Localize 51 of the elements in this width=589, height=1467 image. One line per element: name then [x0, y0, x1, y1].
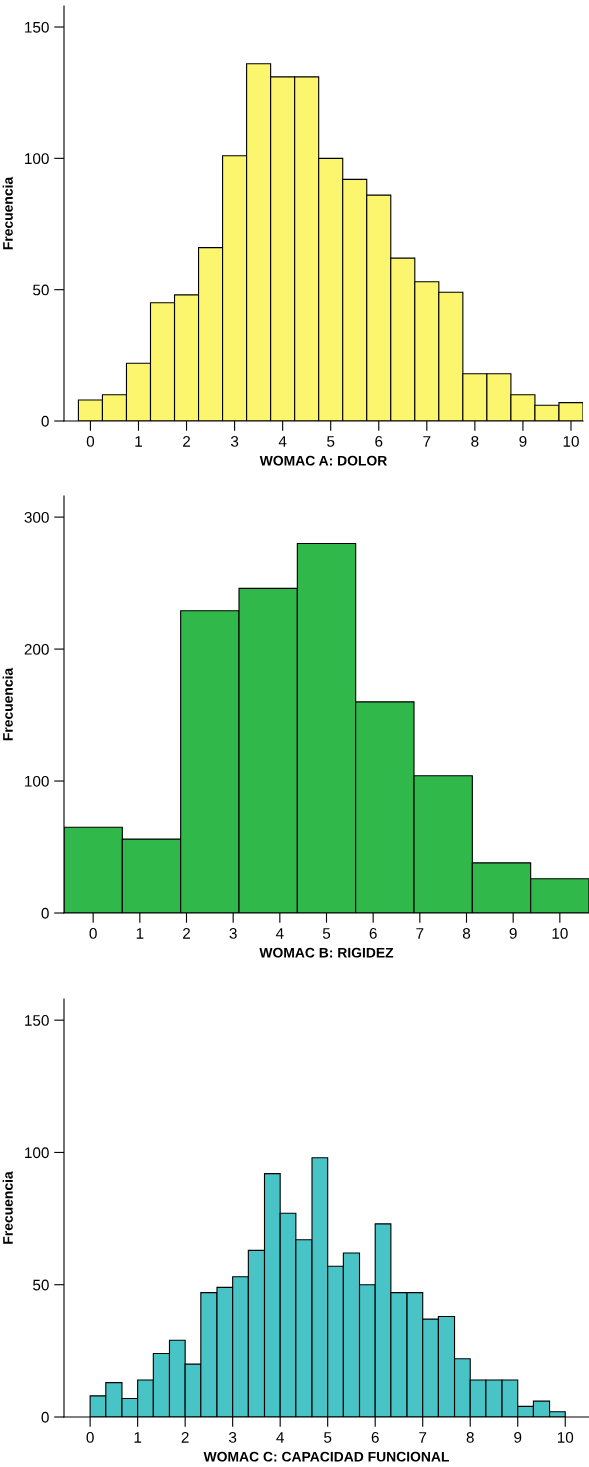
x-tick-label: 1 [136, 928, 144, 939]
y-tick-label: 50 [33, 284, 49, 296]
x-tick-label: 4 [275, 928, 284, 939]
x-tick-label: 3 [230, 435, 239, 447]
x-tick-label: 10 [557, 1431, 574, 1443]
y-tick-label: 100 [25, 153, 49, 165]
x-tick-label: 2 [181, 1431, 189, 1443]
x-tick-label: 3 [229, 1431, 237, 1443]
x-tick-label: 1 [134, 1432, 142, 1443]
x-tick-label: 3 [229, 927, 237, 939]
x-tick-label: 6 [375, 435, 383, 447]
y-axis-title: Frecuencia [2, 667, 13, 741]
x-tick-label: 1 [135, 436, 142, 447]
y-tick-label: 300 [24, 511, 49, 523]
y-tick-label: 100 [25, 1147, 49, 1159]
x-tick-label: 6 [369, 927, 377, 939]
x-tick-label: 8 [466, 1431, 474, 1443]
y-axis-title: Frecuencia [2, 176, 13, 250]
x-tick-label: 9 [509, 927, 517, 939]
x-tick-label: 2 [183, 435, 191, 447]
y-tick-label: 200 [24, 643, 49, 655]
y-tick-label: 150 [25, 1015, 49, 1026]
x-axis-title: WOMAC B: RIGIDEZ [259, 947, 394, 958]
y-tick-label: 0 [41, 907, 49, 919]
x-tick-label: 7 [423, 436, 431, 447]
x-tick-label: 4 [276, 1432, 284, 1443]
x-tick-label: 0 [89, 927, 97, 939]
y-tick-label: 0 [41, 1411, 49, 1423]
x-tick-label: 7 [416, 928, 424, 939]
x-tick-label: 7 [419, 1432, 427, 1443]
x-tick-label: 4 [278, 436, 287, 447]
y-axis-title: Frecuencia [2, 1171, 13, 1244]
x-tick-label: 9 [514, 1431, 522, 1443]
x-tick-label: 2 [183, 927, 190, 939]
x-tick-label: 5 [322, 928, 331, 939]
x-tick-label: 5 [324, 1432, 332, 1443]
x-tick-label: 5 [327, 436, 335, 447]
x-axis-title: WOMAC A: DOLOR [259, 455, 387, 466]
x-tick-label: 0 [86, 435, 95, 447]
x-tick-label: 0 [86, 1431, 94, 1443]
y-tick-label: 100 [25, 775, 49, 787]
x-tick-label: 8 [462, 927, 471, 939]
y-tick-label: 150 [25, 21, 49, 33]
x-tick-label: 10 [552, 927, 568, 939]
x-tick-label: 9 [519, 435, 527, 447]
x-tick-label: 8 [471, 435, 479, 447]
y-tick-label: 0 [41, 415, 49, 427]
y-tick-label: 50 [33, 1279, 49, 1291]
x-tick-label: 10 [563, 435, 579, 447]
x-axis-title: WOMAC C: CAPACIDAD FUNCIONAL [203, 1451, 449, 1462]
x-tick-label: 6 [371, 1431, 379, 1443]
